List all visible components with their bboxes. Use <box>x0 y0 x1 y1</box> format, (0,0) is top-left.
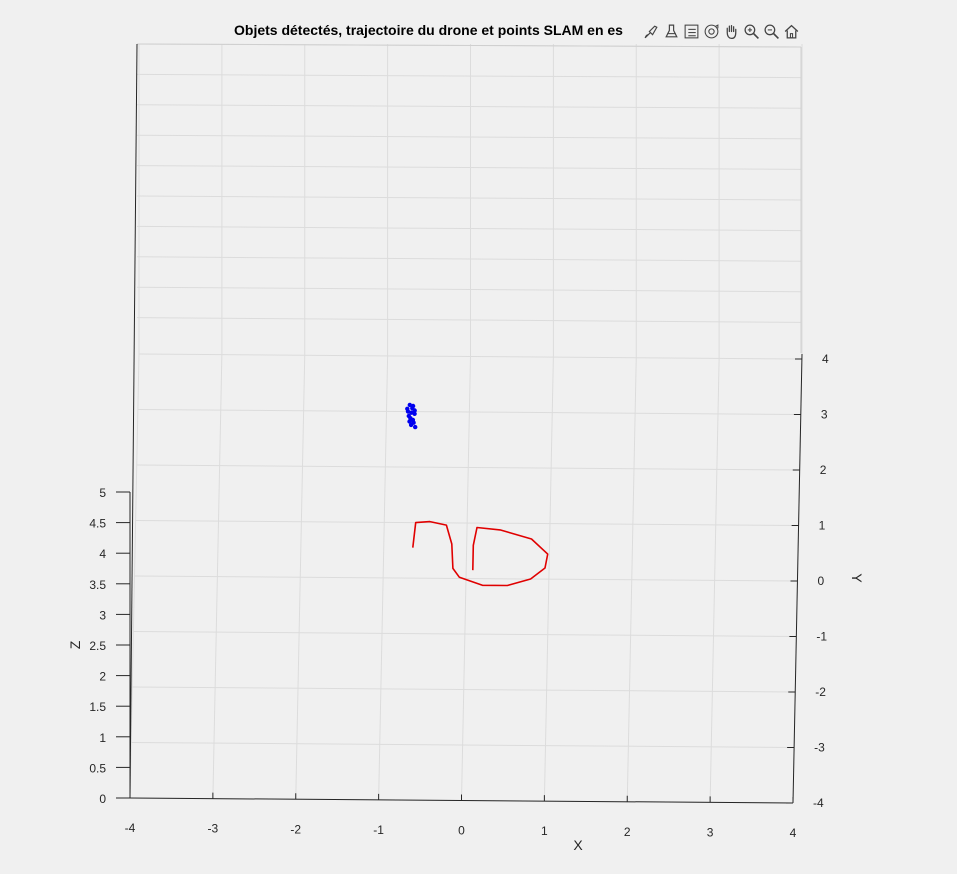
z-tick-label: 1 <box>99 731 106 745</box>
slam-point <box>413 424 418 430</box>
y-grid-line <box>134 575 798 582</box>
x-tick-label: -4 <box>125 821 136 835</box>
z-axis-label: Z <box>67 640 83 649</box>
x-tick-label: 1 <box>541 824 548 838</box>
legend-icon[interactable] <box>682 21 700 41</box>
slam-point <box>405 409 411 414</box>
z-tick-label: 0.5 <box>89 761 106 775</box>
y-tick-label: 3 <box>821 408 828 422</box>
y-grid-line <box>137 409 801 415</box>
brush-icon[interactable] <box>642 21 660 41</box>
y-axis-label: Y <box>849 573 865 583</box>
axis-labels: X Y Z <box>67 573 865 853</box>
x-axis-label: X <box>573 837 583 853</box>
y-grid-line <box>131 742 795 748</box>
x-tick-label: -3 <box>208 822 219 836</box>
y-tick-label: -2 <box>815 685 826 699</box>
home-icon[interactable] <box>782 21 800 41</box>
z-wall-grid-line <box>136 165 802 170</box>
y-axis-line <box>792 353 803 804</box>
zoom-out-icon[interactable] <box>762 21 780 41</box>
y-grid-line <box>138 353 803 360</box>
y-grid-line <box>135 520 799 526</box>
z-wall-grid-line <box>136 225 802 232</box>
z-wall-grid-line <box>136 73 802 79</box>
x-tick-label: 4 <box>790 826 797 840</box>
y-tick-label: -1 <box>816 630 827 644</box>
z-tick-label: 2.5 <box>89 639 106 653</box>
data-tips-icon[interactable] <box>662 21 680 41</box>
z-tick-label: 3 <box>99 608 106 622</box>
x-tick-label: 2 <box>624 825 631 839</box>
wall-top-edge <box>136 43 802 48</box>
y-tick-label: -3 <box>814 741 825 755</box>
y-tick-label: -4 <box>813 796 824 810</box>
x-tick-label: -1 <box>373 823 384 837</box>
x-tick-label: -2 <box>290 822 301 836</box>
y-grid-line <box>133 631 797 637</box>
slam-point <box>407 419 412 424</box>
z-wall-grid-line <box>136 104 802 109</box>
slam-point <box>409 410 414 415</box>
z-wall-grid-line <box>136 256 802 262</box>
grid-lines <box>129 43 803 804</box>
y-grid-line <box>132 686 796 693</box>
y-tick-label: 0 <box>818 574 825 588</box>
z-tick-label: 4.5 <box>89 517 106 531</box>
y-grid-line <box>136 464 800 471</box>
pan-icon[interactable] <box>722 21 740 41</box>
z-tick-label: 4 <box>99 547 106 561</box>
zoom-in-icon[interactable] <box>742 21 760 41</box>
x-tick-label: 0 <box>458 824 465 838</box>
z-wall-grid-line <box>136 286 802 293</box>
slam-point <box>407 402 412 408</box>
z-tick-label: 0 <box>99 792 106 806</box>
z-wall-grid-line <box>136 317 802 323</box>
y-tick-label: 1 <box>819 519 826 533</box>
z-wall-grid-line <box>136 195 802 201</box>
trajectory-line <box>412 520 549 587</box>
z-tick-label: 1.5 <box>89 700 106 714</box>
z-axis-line <box>129 43 138 799</box>
slam-point <box>412 411 417 416</box>
z-tick-label: 5 <box>99 486 106 500</box>
chart-title: Objets détectés, trajectoire du drone et… <box>234 22 623 38</box>
z-wall-grid-line <box>136 134 802 140</box>
y-tick-label: 2 <box>820 463 827 477</box>
z-tick-label: 2 <box>99 670 106 684</box>
data-series <box>405 402 549 587</box>
x-tick-label: 3 <box>707 825 714 839</box>
tick-labels: -4 -3 -2 -1 0 1 2 3 4 -4 -3 -2 -1 0 1 2 3 4 0 0.5 1 1.5 2 2.5 3 3… <box>89 352 829 840</box>
slam-point <box>408 422 414 428</box>
z-tick-label: 3.5 <box>89 578 106 592</box>
rotate-3d-icon[interactable] <box>702 21 720 41</box>
slam-point <box>410 406 415 411</box>
axes-toolbar <box>642 21 800 41</box>
axes-lines <box>116 43 803 804</box>
y-tick-label: 4 <box>822 352 829 366</box>
